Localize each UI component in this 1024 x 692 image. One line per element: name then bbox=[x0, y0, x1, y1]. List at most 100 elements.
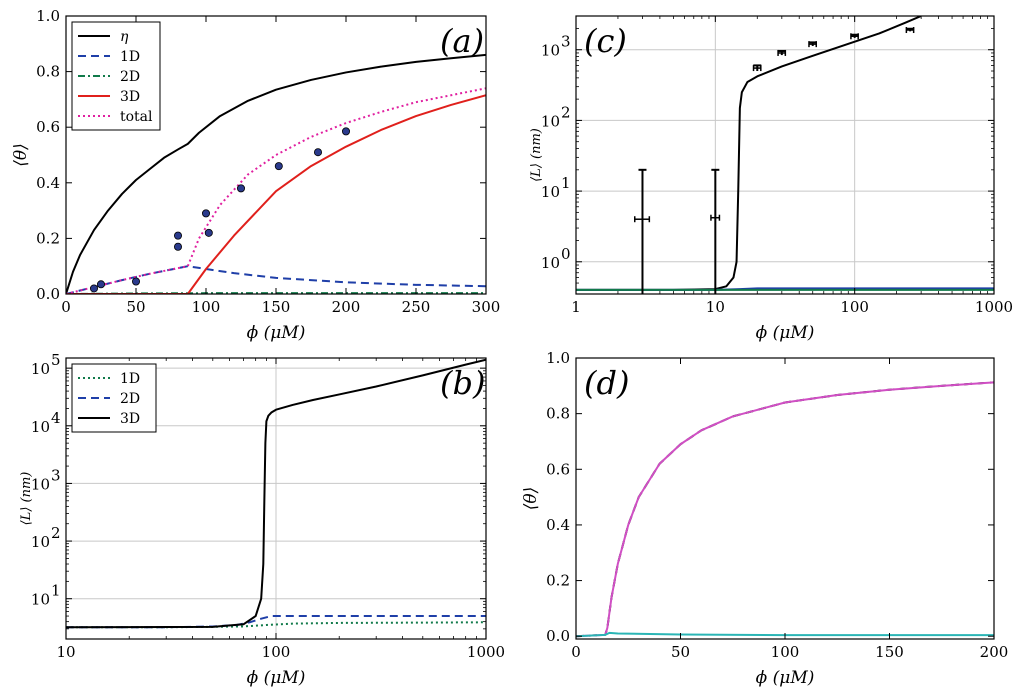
data-point bbox=[173, 231, 182, 240]
tick-label-y-exponent: 0 bbox=[561, 245, 571, 263]
series-line-1D bbox=[576, 631, 994, 638]
y-axis-label: ⟨θ⟩ bbox=[11, 143, 31, 167]
y-axis-label: ⟨L⟩ (nm) bbox=[529, 128, 544, 182]
tick-label-y-base: 10 bbox=[541, 112, 560, 130]
series-line-3D bbox=[576, 16, 922, 291]
legend-box bbox=[71, 363, 157, 433]
tick-label-y: 10 3 bbox=[31, 466, 61, 493]
x-axis-label: ϕ (μM) bbox=[247, 323, 306, 343]
legend-label-η: η bbox=[120, 29, 129, 45]
data-point bbox=[204, 228, 213, 237]
series-line-3D bbox=[66, 94, 486, 294]
tick-label-x: 100 bbox=[192, 298, 221, 316]
tick-label-y-base: 10 bbox=[31, 533, 50, 551]
legend: 1D 2D 3D bbox=[71, 363, 157, 433]
tick-label-y: 0.0 bbox=[36, 285, 60, 303]
legend-label-1D: 1D bbox=[120, 371, 140, 387]
y-axis-label: ⟨θ⟩ bbox=[521, 487, 541, 511]
tick-label-y-base: 10 bbox=[541, 42, 560, 60]
plot-area bbox=[576, 381, 994, 638]
tick-label-y: 10 0 bbox=[541, 245, 571, 272]
tick-label-y: 0.8 bbox=[546, 405, 570, 423]
data-point bbox=[90, 284, 99, 293]
data-point bbox=[274, 162, 283, 171]
tick-label-y: 10 1 bbox=[31, 582, 61, 609]
tick-label-x: 0 bbox=[571, 643, 581, 661]
panel-label: (c) bbox=[584, 22, 627, 60]
plot-area bbox=[576, 16, 994, 294]
series-line-3D bbox=[66, 358, 486, 629]
tick-label-x: 1000 bbox=[467, 643, 505, 661]
data-point bbox=[341, 127, 350, 136]
tick-label-y: 0.4 bbox=[36, 174, 60, 192]
tick-label-x: 10 bbox=[56, 643, 75, 661]
tick-label-x: 200 bbox=[980, 643, 1009, 661]
tick-label-y: 0.6 bbox=[36, 118, 60, 136]
legend-label-2D: 2D bbox=[120, 69, 140, 85]
tick-label-x: 100 bbox=[840, 298, 869, 316]
tick-label-x: 150 bbox=[262, 298, 291, 316]
data-point bbox=[173, 242, 182, 251]
tick-label-x: 300 bbox=[472, 298, 501, 316]
tick-label-y-exponent: 4 bbox=[51, 409, 61, 427]
tick-label-y-base: 10 bbox=[541, 183, 560, 201]
x-axis-label: ϕ (μM) bbox=[247, 668, 306, 688]
tick-label-y: 0.6 bbox=[546, 460, 570, 478]
tick-label-y-base: 10 bbox=[31, 418, 50, 436]
tick-label-x: 50 bbox=[126, 298, 145, 316]
tick-label-y-exponent: 1 bbox=[561, 174, 571, 192]
tick-label-y-exponent: 2 bbox=[561, 103, 571, 121]
tick-label-x: 50 bbox=[671, 643, 690, 661]
tick-label-x: 0 bbox=[61, 298, 71, 316]
panel-label: (d) bbox=[584, 364, 629, 402]
axes-frame bbox=[575, 15, 995, 295]
tick-label-y-base: 10 bbox=[541, 254, 560, 272]
x-axis-label: ϕ (μM) bbox=[756, 323, 815, 343]
tick-label-x: 10 bbox=[706, 298, 725, 316]
tick-label-x: 250 bbox=[402, 298, 431, 316]
tick-label-x: 1000 bbox=[975, 298, 1013, 316]
tick-label-y: 1.0 bbox=[36, 7, 60, 25]
legend-label-1D: 1D bbox=[120, 49, 140, 65]
legend-label-total: total bbox=[120, 109, 153, 125]
tick-label-y-exponent: 5 bbox=[51, 351, 61, 369]
tick-label-y: 1.0 bbox=[546, 349, 570, 367]
x-axis-label: ϕ (μM) bbox=[756, 668, 815, 688]
tick-label-x: 1 bbox=[571, 298, 581, 316]
tick-label-y: 0.8 bbox=[36, 63, 60, 81]
data-point bbox=[97, 280, 106, 289]
data-point bbox=[236, 184, 245, 193]
tick-label-y-base: 10 bbox=[31, 475, 50, 493]
tick-label-y-exponent: 2 bbox=[51, 524, 61, 542]
tick-label-y: 10 1 bbox=[541, 174, 571, 201]
tick-label-y: 10 5 bbox=[31, 351, 61, 378]
legend-label-2D: 2D bbox=[120, 391, 140, 407]
tick-label-y: 0.4 bbox=[546, 516, 570, 534]
plot-area bbox=[66, 358, 486, 629]
legend-label-3D: 3D bbox=[120, 89, 140, 105]
y-axis-label: ⟨L⟩ (nm) bbox=[19, 472, 34, 526]
series-line-total bbox=[576, 381, 994, 638]
series-line-η bbox=[66, 53, 486, 294]
tick-label-x: 200 bbox=[332, 298, 361, 316]
chart-panel-a: 0 50 100 150 200 250 300 0.0 0.2 0.4 0.6 0.8 1.0 ϕ (μ… bbox=[11, 7, 500, 343]
tick-label-y-base: 10 bbox=[31, 591, 50, 609]
tick-label-y-exponent: 3 bbox=[51, 466, 61, 484]
panel-label: (b) bbox=[440, 364, 485, 402]
data-point bbox=[201, 209, 210, 218]
legend: η 1D 2D 3D total bbox=[71, 21, 161, 131]
tick-label-y-exponent: 1 bbox=[51, 582, 61, 600]
legend-label-3D: 3D bbox=[120, 411, 140, 427]
tick-label-y-base: 10 bbox=[31, 360, 50, 378]
tick-label-y: 10 4 bbox=[31, 409, 61, 436]
tick-label-x: 100 bbox=[262, 643, 291, 661]
tick-label-y: 10 2 bbox=[541, 103, 571, 130]
legend-box bbox=[71, 21, 161, 131]
tick-label-y: 10 3 bbox=[541, 33, 571, 60]
series-line-η bbox=[576, 381, 994, 638]
tick-label-y-exponent: 3 bbox=[561, 33, 571, 51]
series-line-total bbox=[66, 87, 486, 294]
